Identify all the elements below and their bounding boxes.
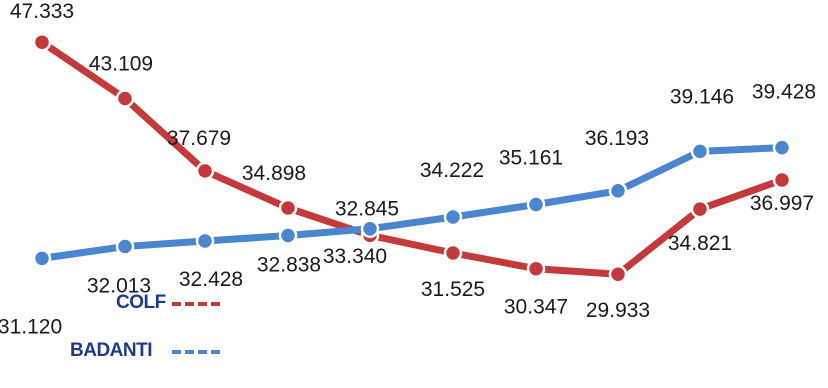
data-label-badanti: 39.146 [670,85,734,108]
data-label-badanti: 31.120 [0,315,62,338]
data-point-colf [608,264,628,284]
data-label-badanti: 32.013 [87,275,151,298]
data-label-badanti: 33.340 [323,245,387,268]
data-label-badanti: 34.222 [420,159,484,182]
series-points [32,32,792,284]
data-label-colf: 34.898 [242,162,306,185]
data-label-colf: 30.347 [504,296,568,319]
legend-label-colf: COLF [116,292,166,313]
data-point-badanti [360,219,380,239]
data-label-colf: 29.933 [586,299,650,322]
data-label-colf: 34.821 [668,232,732,255]
data-point-colf [115,89,135,108]
data-label-badanti: 36.193 [585,127,649,150]
legend-swatch-badanti [172,350,222,354]
data-point-colf [32,32,52,52]
data-label-colf: 37.679 [167,127,231,150]
data-point-badanti [690,142,710,161]
data-point-badanti [278,226,298,245]
data-label-colf: 36.997 [750,192,814,215]
data-point-badanti [32,249,52,268]
data-label-badanti: 32.838 [257,254,321,277]
data-point-colf [443,243,463,263]
series-line-colf [38,38,786,278]
data-point-badanti [195,231,215,251]
data-labels: 47.333 43.109 37.679 34.898 32.845 31.525 30.3… [0,0,816,338]
data-label-colf: 43.109 [89,53,153,76]
data-point-colf [526,259,546,278]
data-point-badanti [608,181,628,201]
data-point-colf [690,199,710,219]
legend-swatch-colf [172,302,222,306]
data-label-badanti: 32.428 [179,268,243,291]
legend-label-badanti: BADANTI [70,340,153,361]
data-label-colf: 47.333 [10,0,74,23]
data-point-badanti [443,207,463,227]
data-point-badanti [772,138,792,157]
line-chart: 47.333 43.109 37.679 34.898 32.845 31.525 30.3… [0,0,816,338]
data-point-badanti [115,237,135,256]
data-point-colf [772,170,792,190]
data-point-colf [195,161,215,181]
data-label-colf: 31.525 [421,278,485,301]
data-label-badanti: 35.161 [499,147,563,170]
data-label-colf: 32.845 [335,197,399,220]
data-point-colf [278,198,298,218]
data-point-badanti [526,195,546,214]
data-label-badanti: 39.428 [752,81,816,104]
series-line-badanti [38,144,786,262]
series-lines [38,38,786,278]
